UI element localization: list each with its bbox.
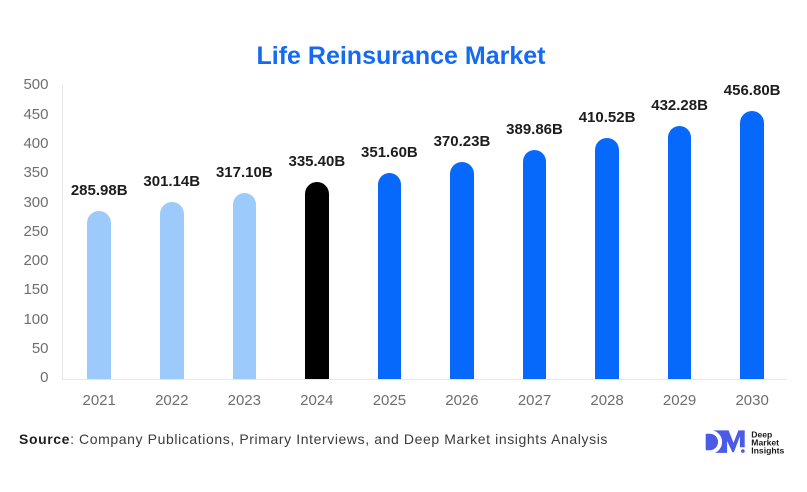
svg-text:Market: Market — [751, 437, 779, 447]
svg-text:Insights: Insights — [751, 445, 784, 455]
svg-text:Deep: Deep — [751, 430, 772, 439]
